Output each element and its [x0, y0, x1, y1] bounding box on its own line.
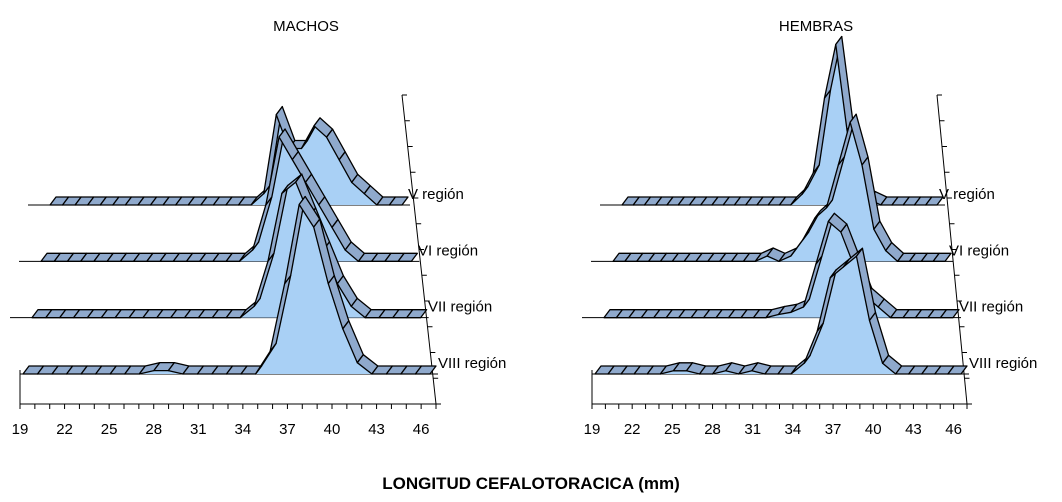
series-label: VIII región [438, 355, 506, 372]
series-label: VII región [959, 299, 1023, 316]
x-axis-title: LONGITUD CEFALOTORACICA (mm) [382, 474, 680, 493]
series-1: V región [28, 105, 464, 206]
series-label: VI región [418, 242, 478, 259]
series-2: VI región [591, 113, 1009, 262]
series-label: VIII región [969, 355, 1037, 372]
x-tick-label: 28 [145, 421, 162, 438]
ribbon-segment [388, 196, 409, 206]
series-area [622, 44, 937, 205]
series-4: VIII región [592, 247, 1037, 375]
ribbon-segment [932, 252, 952, 262]
x-tick-label: 37 [825, 421, 842, 438]
x-tick-label: 28 [704, 421, 721, 438]
x-tick-label: 19 [12, 421, 29, 438]
x-tick-label: 22 [56, 421, 73, 438]
ribbon-segment [414, 365, 437, 375]
panel-machos: V región VI región VII región VIII región 19… [10, 94, 506, 438]
series-area [604, 221, 953, 318]
x-tick-label: 40 [324, 421, 341, 438]
ribbon-segment [947, 365, 968, 375]
x-tick-label: 19 [584, 421, 601, 438]
series-1: V región [600, 35, 995, 206]
x-tick-label: 37 [279, 421, 296, 438]
series-label: VII región [428, 299, 492, 316]
ribbon-segment [397, 252, 418, 262]
series-area [595, 256, 961, 374]
x-tick-label: 34 [785, 421, 802, 438]
panel-hembras: V región VI región VII región VIII región 19… [582, 35, 1037, 438]
series-area [613, 122, 945, 262]
series-label: V región [408, 186, 464, 203]
x-tick-label: 43 [905, 421, 922, 438]
x-tick-label: 43 [368, 421, 385, 438]
ribbon-segment [406, 309, 428, 319]
x-tick-label: 22 [624, 421, 641, 438]
chart-title-hembras: HEMBRAS [779, 18, 853, 35]
x-tick-label: 46 [413, 421, 430, 438]
x-tick-label: 25 [664, 421, 681, 438]
x-tick-label: 40 [865, 421, 882, 438]
series-area [23, 204, 430, 374]
series-4: VIII región [20, 195, 506, 375]
series-label: V región [939, 186, 995, 203]
x-tick-label: 31 [744, 421, 761, 438]
x-tick-label: 34 [235, 421, 252, 438]
x-tick-label: 25 [101, 421, 118, 438]
series-label: VI región [949, 242, 1009, 259]
x-tick-label: 31 [190, 421, 207, 438]
x-tick-label: 46 [945, 421, 962, 438]
ribbon-segment [939, 309, 960, 319]
ribbon-segment [925, 196, 944, 206]
chart-title-machos: MACHOS [273, 18, 339, 35]
